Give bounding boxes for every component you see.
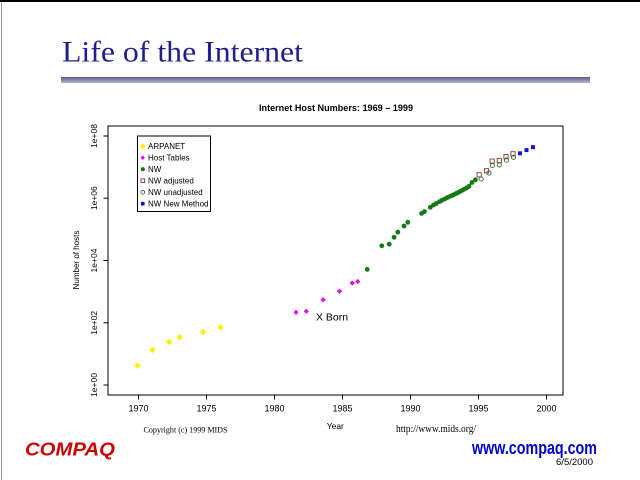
svg-text:1e+02: 1e+02 — [89, 311, 99, 335]
svg-text:1e+04: 1e+04 — [89, 248, 99, 272]
svg-text:http://www.mids.org/: http://www.mids.org/ — [396, 424, 476, 435]
svg-text:1970: 1970 — [128, 404, 148, 414]
svg-text:1e+06: 1e+06 — [89, 186, 99, 210]
svg-text:COMPAQ: COMPAQ — [25, 440, 115, 460]
svg-text:X Born: X Born — [316, 312, 348, 324]
svg-text:Number of hosts: Number of hosts — [72, 231, 81, 290]
svg-text:Year: Year — [327, 421, 344, 431]
svg-text:Copyright (c) 1999 MIDS: Copyright (c) 1999 MIDS — [144, 425, 228, 435]
svg-text:1e+00: 1e+00 — [89, 373, 99, 397]
svg-text:1e+08: 1e+08 — [89, 124, 99, 148]
svg-text:ARPANET: ARPANET — [148, 142, 185, 151]
svg-text:NW: NW — [148, 165, 162, 174]
svg-text:1995: 1995 — [468, 404, 488, 414]
svg-text:NW adjusted: NW adjusted — [148, 177, 194, 186]
svg-text:1975: 1975 — [196, 404, 216, 414]
svg-text:1990: 1990 — [400, 404, 420, 414]
svg-text:NW New Method: NW New Method — [148, 200, 208, 209]
svg-text:1980: 1980 — [264, 404, 284, 414]
svg-text:Internet Host Numbers: 1969 –: Internet Host Numbers: 1969 – 1999 — [259, 103, 413, 113]
svg-text:Host Tables: Host Tables — [148, 154, 190, 163]
svg-text:1985: 1985 — [332, 404, 352, 414]
svg-text:www.compaq.com: www.compaq.com — [471, 438, 597, 458]
svg-text:6/5/2000: 6/5/2000 — [556, 457, 593, 468]
svg-text:NW unadjusted: NW unadjusted — [148, 188, 203, 197]
svg-text:Life of the Internet: Life of the Internet — [62, 36, 304, 69]
svg-text:2000: 2000 — [536, 404, 556, 414]
